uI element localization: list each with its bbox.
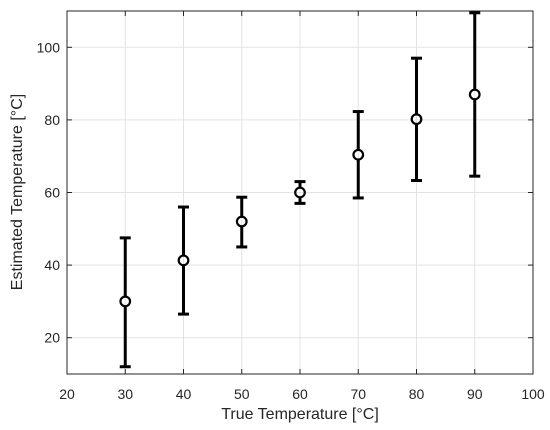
y-tick-label: 60 [44, 185, 60, 201]
y-tick-labels: 20 40 60 80 100 [37, 39, 61, 345]
data-point-group [352, 110, 365, 200]
y-tick-label: 80 [44, 112, 60, 128]
y-axis-label: Estimated Temperature [°C] [9, 94, 26, 290]
data-point-marker [468, 88, 481, 101]
x-tick-labels: 20 30 40 50 60 70 80 90 100 [59, 386, 545, 402]
data-point-group [468, 11, 481, 178]
data-point-group [119, 236, 132, 369]
data-point-group [294, 180, 306, 205]
x-tick-label: 20 [59, 386, 75, 402]
x-axis-label: True Temperature [°C] [221, 406, 379, 423]
x-tick-label: 50 [234, 386, 250, 402]
data-point-marker [352, 148, 365, 161]
x-tick-label: 40 [176, 386, 192, 402]
x-tick-label: 70 [350, 386, 366, 402]
y-tick-label: 20 [44, 330, 60, 346]
data-point-marker [177, 254, 190, 267]
data-point-group [177, 205, 190, 316]
x-tick-label: 80 [409, 386, 425, 402]
data-point-marker [119, 295, 132, 308]
data-point-marker [410, 113, 423, 126]
y-tick-label: 100 [37, 39, 61, 55]
grid [66, 11, 534, 374]
x-tick-label: 60 [292, 386, 308, 402]
data-point-group [235, 195, 248, 249]
y-tick-label: 40 [44, 257, 60, 273]
x-tick-label: 90 [467, 386, 483, 402]
data-point-group [410, 56, 423, 183]
data-series [119, 11, 481, 369]
x-tick-label: 30 [117, 386, 133, 402]
x-tick-label: 100 [521, 386, 545, 402]
data-point-marker [294, 186, 306, 199]
data-point-marker [235, 215, 248, 228]
